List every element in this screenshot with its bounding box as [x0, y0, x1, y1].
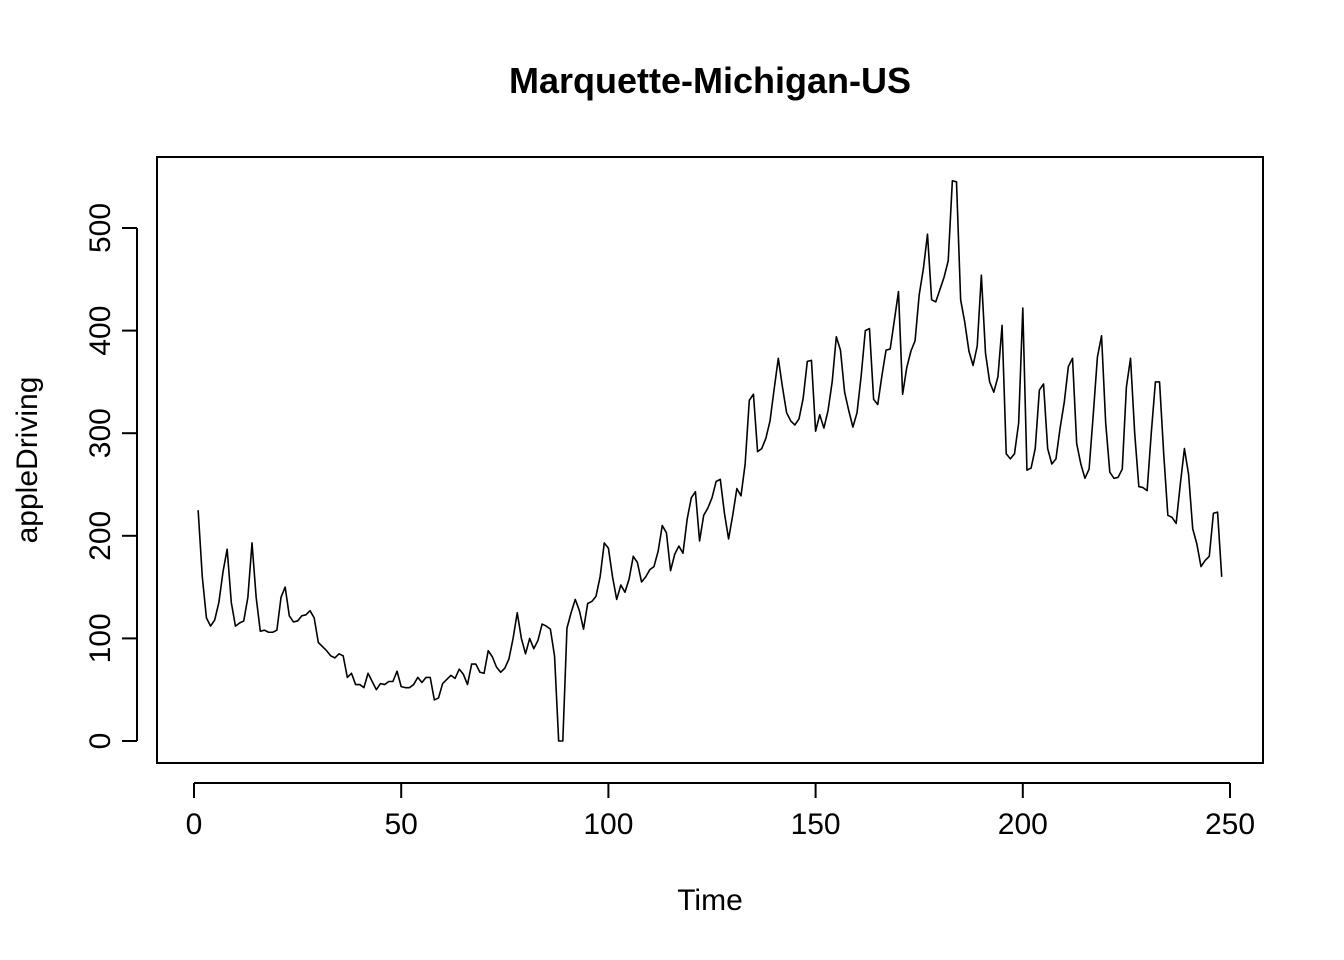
x-tick-label: 150 [791, 808, 841, 841]
chart-title: Marquette-Michigan-US [509, 60, 911, 101]
x-tick-label: 200 [998, 808, 1048, 841]
y-tick-label: 500 [84, 203, 117, 253]
y-tick-label: 400 [84, 306, 117, 356]
x-tick-label: 0 [186, 808, 203, 841]
y-axis-label: appleDriving [11, 377, 44, 544]
x-axis: 0 50 100 150 200 250 [186, 782, 1255, 841]
y-tick-label: 0 [84, 733, 117, 750]
y-tick-label: 200 [84, 511, 117, 561]
x-tick-label: 50 [385, 808, 418, 841]
series-line [197, 180, 1223, 742]
y-axis: 0 100 200 300 400 500 [84, 203, 138, 750]
x-tick-label: 100 [583, 808, 633, 841]
plot-frame [156, 156, 1264, 764]
y-tick-label: 100 [84, 613, 117, 663]
x-tick-label: 250 [1205, 808, 1255, 841]
x-axis-label: Time [677, 884, 743, 917]
y-tick-label: 300 [84, 408, 117, 458]
